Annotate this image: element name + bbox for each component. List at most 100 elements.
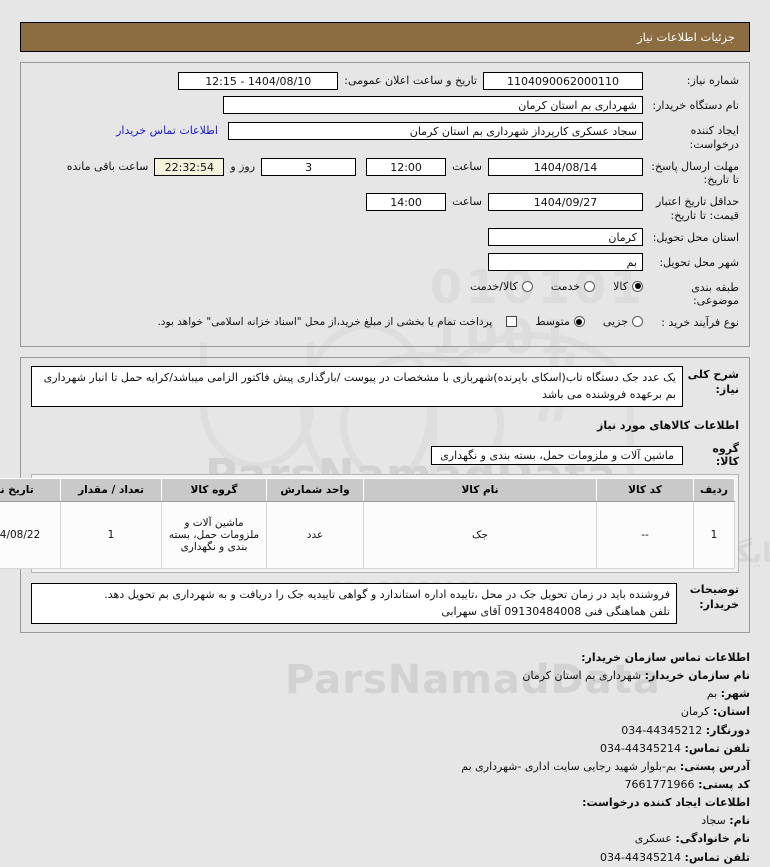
row-validity: حداقل تاریخ اعتبار قیمت: تا تاریخ: 1404/… [31, 192, 739, 223]
radio-category-kala[interactable]: کالا [613, 280, 643, 293]
row-deadline: مهلت ارسال پاسخ: تا تاریخ: 1404/08/14 سا… [31, 157, 739, 188]
description-label: شرح کلی نیاز: [687, 368, 739, 396]
province-field[interactable]: کرمان [488, 227, 643, 246]
hour-label-validity: ساعت [452, 195, 482, 208]
row-need-number: شماره نیاز: 1104090062000110 تاریخ و ساع… [31, 71, 739, 91]
contact-requester-phone-key: تلفن تماس: [684, 850, 750, 864]
requester-label: ایجاد کننده درخواست: [689, 124, 739, 151]
contact-lastname-key: نام خانوادگی: [675, 832, 750, 846]
row-buyer-org: نام دستگاه خریدار: شهرداری بم استان کرما… [31, 96, 739, 116]
buyer-notes-line-1: فروشنده باید در زمان تحویل جک در محل ،تا… [104, 588, 670, 601]
radio-dot-icon [521, 280, 533, 292]
contact-province-row: استان: کرمان [20, 703, 750, 721]
th-unit: واحد شمارش [266, 478, 364, 502]
contact-firstname-key: نام: [729, 814, 750, 828]
row-city: شهر محل تحویل: بم [31, 252, 739, 273]
row-buyer-notes: توضیحات خریدار: فروشنده باید در زمان تحو… [31, 583, 739, 624]
category-label: طبقه بندی موضوعی: [691, 280, 739, 308]
buyer-notes-box: فروشنده باید در زمان تحویل جک در محل ،تا… [31, 583, 677, 624]
th-group: گروه کالا [161, 478, 267, 502]
contact-org-name-value: شهرداری بم استان کرمان [522, 669, 642, 683]
row-process-type: نوع فرآیند خرید : جزیی متوسط پرداخت تمام… [31, 313, 739, 333]
radio-dot-icon [632, 316, 643, 327]
contact-postal-key: کد پستی: [698, 777, 750, 791]
row-goods-group: گروه کالا: ماشین آلات و ملزومات حمل، بست… [31, 442, 739, 468]
hour-label: ساعت [452, 159, 482, 173]
items-table: ردیف کد کالا نام کالا واحد شمارش گروه کا… [0, 478, 735, 569]
contact-province-value: کرمان [680, 705, 710, 719]
th-radif: ردیف [693, 478, 735, 502]
contact-address-value: بم-بلوار شهید رجایی سایت اداری -شهرداری … [461, 759, 677, 773]
radio-dot-icon [632, 280, 643, 292]
validity-label: حداقل تاریخ اعتبار قیمت: تا تاریخ: [655, 195, 739, 222]
th-name: نام کالا [363, 478, 597, 502]
radio-category-khedmat-label: خدمت [550, 279, 581, 293]
row-province: استان محل تحویل: کرمان [31, 227, 739, 248]
contact-lastname-row: نام خانوادگی: عسکری [20, 830, 750, 848]
contact-firstname-row: نام: سجاد [20, 812, 750, 830]
th-code: کد کالا [596, 478, 694, 502]
contact-requester-phone-row: تلفن تماس: 44345214-034 [20, 849, 750, 867]
contact-phone-row: تلفن تماس: 44345214-034 [20, 740, 750, 758]
countdown-field: 22:32:54 [154, 157, 225, 176]
checkbox-square-icon [506, 316, 518, 327]
city-label: شهر محل تحویل: [659, 255, 739, 269]
buyer-notes-label: توضیحات خریدار: [689, 583, 739, 611]
checkbox-treasury[interactable] [506, 316, 518, 327]
th-date: تاریخ نیاز [0, 478, 61, 502]
deadline-date-field[interactable]: 1404/08/14 [488, 157, 643, 176]
cell-name: جک [363, 501, 597, 569]
remaining-hours-label: ساعت باقی مانده [66, 159, 149, 173]
contact-fax-key: دورنگار: [705, 723, 750, 737]
requester-field[interactable]: سجاد عسکری کارپرداز شهرداری بم استان کرم… [228, 122, 643, 140]
radio-process-jozei[interactable]: جزیی [603, 315, 643, 328]
radio-dot-icon [573, 316, 585, 327]
contact-org-name-row: نام سازمان خریدار: شهرداری بم استان کرما… [20, 667, 750, 685]
buyer-contact-link[interactable]: اطلاعات تماس خریدار [116, 124, 218, 137]
contact-address-key: آدرس پستی: [679, 759, 750, 773]
contact-org-heading: اطلاعات تماس سازمان خریدار: [581, 651, 750, 664]
cell-unit: عدد [266, 501, 364, 569]
need-number-label: شماره نیاز: [686, 74, 739, 87]
contact-fax-row: دورنگار: 44345212-034 [20, 722, 750, 740]
deadline-label: مهلت ارسال پاسخ: تا تاریخ: [651, 159, 739, 187]
buyer-org-label: نام دستگاه خریدار: [652, 99, 739, 112]
row-description: شرح کلی نیاز: یک عدد جک دستگاه تاب(اسکای… [31, 366, 739, 407]
deadline-time-field[interactable]: 12:00 [366, 157, 447, 176]
contact-requester-phone-value: 44345214-034 [600, 850, 682, 864]
cell-code: -- [596, 501, 694, 569]
validity-time-field[interactable]: 14:00 [366, 193, 447, 211]
th-quantity: تعداد / مقدار [60, 478, 162, 502]
contact-address-row: آدرس پستی: بم-بلوار شهید رجایی سایت ادار… [20, 758, 750, 776]
announce-datetime-field[interactable]: 1404/08/10 - 12:15 [178, 72, 339, 90]
description-text: یک عدد جک دستگاه تاب(اسکای باپرنده)شهربا… [31, 366, 683, 407]
city-field[interactable]: بم [488, 252, 643, 271]
contact-fax-value: 44345212-034 [621, 723, 703, 737]
items-table-wrapper: ردیف کد کالا نام کالا واحد شمارش گروه کا… [0, 474, 739, 573]
page-title: جزئیات اطلاعات نیاز [637, 30, 735, 44]
buyer-org-field[interactable]: شهرداری بم استان کرمان [223, 96, 643, 114]
row-category: طبقه بندی موضوعی: کالا خدمت کالا/خدمت [31, 278, 739, 309]
province-label: استان محل تحویل: [652, 230, 739, 244]
buyer-notes-line-2: تلفن هماهنگی فنی 09130484008 آقای سهرابی [441, 604, 670, 618]
radio-process-motevaset[interactable]: متوسط [535, 315, 585, 328]
table-row: 1 -- جک عدد ماشین آلات و ملزومات حمل، بس… [0, 501, 735, 569]
treasury-note-label: پرداخت تمام یا بخشی از مبلغ خرید،از محل … [157, 315, 493, 328]
contact-postal-row: کد پستی: 7661771966 [20, 776, 750, 794]
need-info-panel: شماره نیاز: 1104090062000110 تاریخ و ساع… [20, 62, 750, 347]
page-title-bar: جزئیات اطلاعات نیاز [20, 22, 750, 52]
radio-dot-icon [584, 280, 596, 292]
contact-phone-value: 44345214-034 [600, 741, 682, 755]
process-label: نوع فرآیند خرید : [661, 316, 739, 329]
radio-category-both-label: کالا/خدمت [470, 279, 518, 293]
remaining-days-field[interactable]: 3 [261, 157, 357, 176]
cell-quantity: 1 [60, 501, 162, 569]
announce-label: تاریخ و ساعت اعلان عمومی: [344, 74, 477, 87]
cell-group: ماشین آلات و ملزومات حمل، بسته بندی و نگ… [161, 501, 267, 569]
contact-information-block: اطلاعات تماس سازمان خریدار: نام سازمان خ… [20, 649, 750, 867]
radio-category-both[interactable]: کالا/خدمت [470, 280, 533, 293]
radio-category-khedmat[interactable]: خدمت [550, 279, 596, 293]
need-number-field[interactable]: 1104090062000110 [483, 72, 643, 90]
validity-date-field[interactable]: 1404/09/27 [488, 193, 643, 211]
row-requester: ایجاد کننده درخواست: سجاد عسکری کارپرداز… [31, 121, 739, 152]
